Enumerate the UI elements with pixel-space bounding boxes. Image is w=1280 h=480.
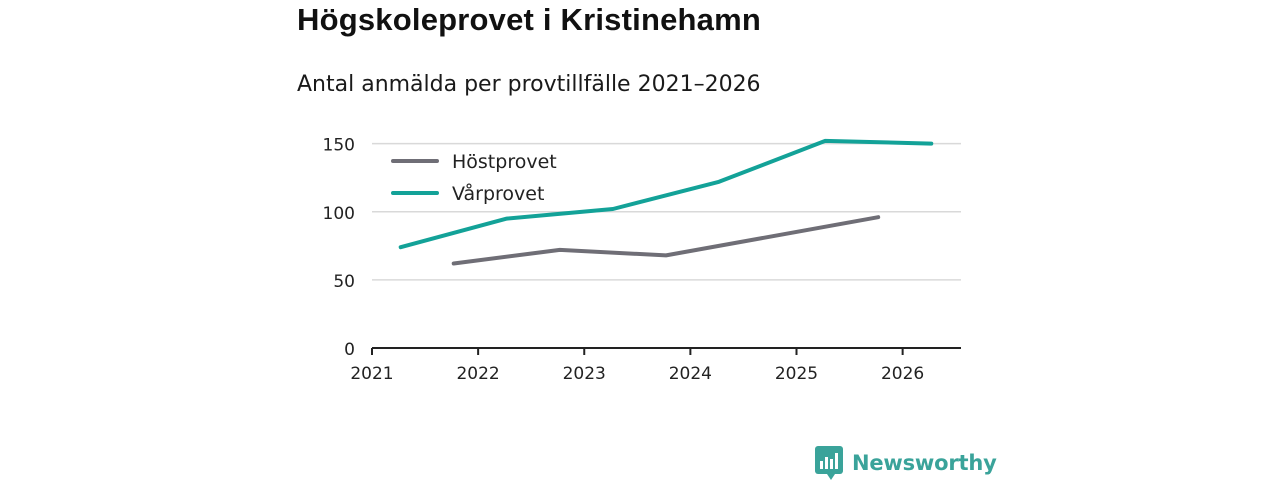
y-tick-label: 0 [344,340,355,360]
x-tick-label: 2023 [563,364,606,384]
x-tick-label: 2021 [350,364,393,384]
legend-label: Vårprovet [452,182,544,205]
x-tick-label: 2024 [669,364,712,384]
x-tick-label: 2026 [881,364,924,384]
x-tick-label: 2022 [456,364,499,384]
newsworthy-icon [815,446,843,480]
series-line-varprovet [398,138,934,250]
chart-title: Högskoleprovet i Kristinehamn [297,2,762,37]
brand-name: Newsworthy [852,451,997,475]
newsworthy-logo: Newsworthy [815,446,997,480]
chart-subtitle: Antal anmälda per provtillfälle 2021–202… [297,72,761,97]
line-chart: 0 50 100 150 2021 2022 2023 2024 2025 2026 Höstpro… [323,136,961,384]
y-tick-label: 50 [333,272,355,292]
y-tick-label: 150 [323,136,355,156]
y-tick-label: 100 [323,204,355,224]
legend-label: Höstprovet [452,151,557,173]
x-tick-label: 2025 [775,364,818,384]
series-line-hostprovet [451,215,881,266]
